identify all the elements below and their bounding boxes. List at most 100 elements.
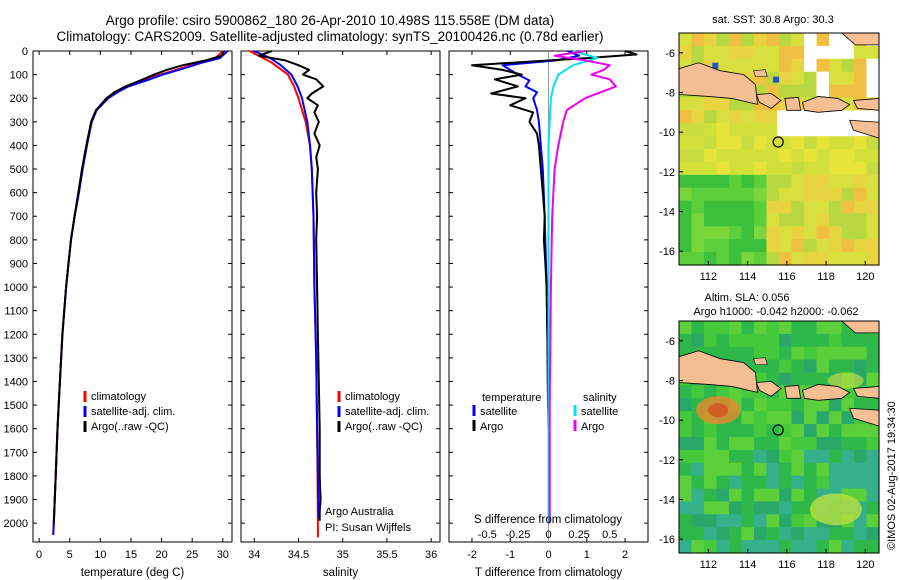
map-top-cell	[854, 45, 868, 60]
map-top-cell	[691, 213, 705, 227]
map-bottom-cell	[866, 372, 880, 387]
map-bottom-cell	[679, 424, 693, 438]
map-bottom-cell	[729, 540, 743, 554]
legend-entry: Argo	[480, 421, 503, 433]
map-top-cell	[866, 252, 880, 266]
map-top-cell	[691, 161, 705, 176]
depth-tick-label: 1800	[4, 471, 28, 483]
map-bottom-cell	[716, 449, 730, 464]
map-bottom-cell	[779, 346, 793, 361]
map-bottom-cell	[866, 333, 880, 348]
temp-xtick-label: 5	[67, 549, 73, 561]
map-bottom-cell	[816, 540, 830, 554]
sal-xtick-label: 35	[337, 549, 349, 561]
map-bottom-cell	[729, 501, 743, 515]
map-bottom-cell	[741, 501, 755, 515]
temp-xtick-label: 20	[155, 549, 167, 561]
map-bottom-cell	[779, 462, 793, 477]
map-top-cell	[729, 252, 743, 266]
map-bottom-ytick-label: -10	[659, 415, 675, 427]
map-bottom-cell	[791, 527, 805, 541]
map-bottom-cell	[854, 437, 868, 451]
map-top-cell	[816, 226, 830, 240]
map-top-cell	[791, 239, 805, 253]
map-top-float-marker	[772, 136, 784, 148]
map-bottom-cell	[829, 437, 843, 451]
map-top-cell	[816, 252, 830, 266]
map-top-cell	[816, 161, 830, 176]
map-top-cell	[804, 136, 818, 150]
map-bottom-cell	[679, 527, 693, 541]
map-bottom-cell	[729, 488, 743, 503]
map-bottom-cell	[804, 527, 818, 541]
map-top-cell	[866, 45, 880, 60]
map-bottom-cell	[716, 462, 730, 477]
map-bottom-cell	[691, 488, 705, 503]
map-top-cell	[779, 84, 793, 99]
map-bottom-cell	[704, 462, 718, 477]
map-top-cell	[716, 149, 730, 163]
map-top-cell	[791, 213, 805, 227]
map-bottom-cell	[829, 359, 843, 374]
map-bottom-cell	[729, 449, 743, 464]
legend-entry: Argo(..raw -QC)	[345, 421, 423, 433]
map-bottom-xtick-label: 112	[700, 559, 718, 571]
map-bottom-cell	[716, 424, 730, 438]
map-top-xtick-label: 112	[700, 271, 718, 283]
map-top-cell	[829, 33, 843, 47]
map-bottom-cell	[804, 321, 818, 335]
diff-s-tick-label: 0	[545, 529, 551, 541]
map-top-cell	[829, 84, 843, 99]
map-top-cell	[741, 174, 755, 189]
map-top-cell	[691, 226, 705, 240]
map-bottom-cell	[679, 514, 693, 528]
map-bottom-cell	[691, 462, 705, 477]
map-top-cell	[716, 110, 730, 124]
map-bottom-cell	[754, 333, 768, 348]
map-top-cell	[716, 239, 730, 253]
map-top-cell	[716, 33, 730, 47]
map-bottom-cell	[729, 385, 743, 399]
depth-tick-label: 1600	[4, 424, 28, 436]
map-bottom-cell	[791, 488, 805, 503]
map-bottom-cell	[704, 488, 718, 503]
map-top-cell	[841, 174, 855, 189]
map-bottom-cell	[804, 540, 818, 554]
map-bottom-cell	[791, 475, 805, 490]
map-bottom-cell	[766, 411, 780, 425]
map-top-cell	[779, 71, 793, 86]
map-bottom-cell	[729, 333, 743, 348]
map-bottom-cell	[704, 540, 718, 554]
map-bottom-cell	[829, 321, 843, 335]
map-top-cell	[829, 149, 843, 163]
diff-xtick-label: 1	[584, 549, 590, 561]
map-bottom-cell	[729, 437, 743, 451]
map-bottom-cell	[741, 449, 755, 464]
map-bottom-cell	[729, 514, 743, 528]
map-bottom-cell	[766, 475, 780, 490]
depth-tick-label: 1700	[4, 447, 28, 459]
map-bottom-cell	[866, 540, 880, 554]
map-top-cell	[766, 58, 780, 73]
map-bottom-yellow-patch	[809, 493, 862, 526]
map-top-cell	[779, 33, 793, 47]
map-top-cell	[779, 200, 793, 215]
map-bottom-cell	[704, 385, 718, 399]
map-top-cell	[679, 161, 693, 176]
map-bottom-cell	[829, 411, 843, 425]
map-top-cell	[866, 226, 880, 240]
map-top-cell	[741, 110, 755, 124]
map-top-cell	[841, 200, 855, 215]
map-bottom-cell	[816, 424, 830, 438]
map-top-cell	[791, 149, 805, 163]
map-bottom-cell	[791, 321, 805, 335]
map-bottom-cell	[816, 321, 830, 335]
sal-xtick-label: 35.5	[376, 549, 397, 561]
map-top-cell	[804, 161, 818, 176]
map-bottom-cell	[741, 321, 755, 335]
map-top-cell	[729, 97, 743, 111]
map-top-cell	[716, 200, 730, 215]
map-bottom-cell	[791, 540, 805, 554]
map-bottom-cell	[816, 475, 830, 490]
map-top-cell	[766, 45, 780, 60]
